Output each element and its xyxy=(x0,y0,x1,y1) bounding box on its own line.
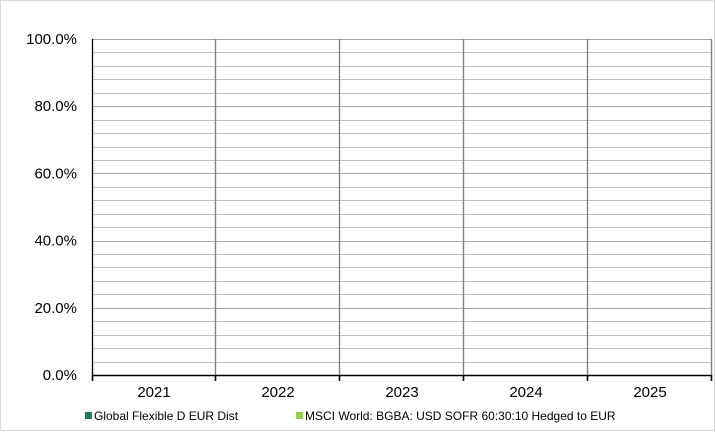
x-tick-label: 2022 xyxy=(261,384,294,401)
legend-swatch xyxy=(85,412,92,419)
axes xyxy=(91,39,713,381)
x-tick-label: 2023 xyxy=(385,384,418,401)
y-tick-label: 0.0% xyxy=(43,367,77,384)
grid-lines xyxy=(92,39,712,376)
y-tick-label: 100.0% xyxy=(26,31,77,48)
y-tick-label: 60.0% xyxy=(34,165,77,182)
y-tick-labels: 0.0% 20.0% 40.0% 60.0% 80.0% 100.0% xyxy=(26,31,77,384)
x-tick-label: 2024 xyxy=(509,384,542,401)
x-tick-labels: 2021 2022 2023 2024 2025 xyxy=(137,384,666,401)
legend-swatch xyxy=(296,412,303,419)
x-tick-label: 2021 xyxy=(137,384,170,401)
x-tick-label: 2025 xyxy=(633,384,666,401)
category-dividers xyxy=(214,39,713,375)
legend: Global Flexible D EUR Dist MSCI World: BG… xyxy=(85,409,616,423)
y-tick-label: 20.0% xyxy=(34,300,77,317)
y-tick-label: 80.0% xyxy=(34,98,77,115)
legend-label: Global Flexible D EUR Dist xyxy=(94,409,239,423)
y-tick-label: 40.0% xyxy=(34,233,77,250)
legend-label: MSCI World: BGBA: USD SOFR 60:30:10 Hedg… xyxy=(305,409,616,423)
